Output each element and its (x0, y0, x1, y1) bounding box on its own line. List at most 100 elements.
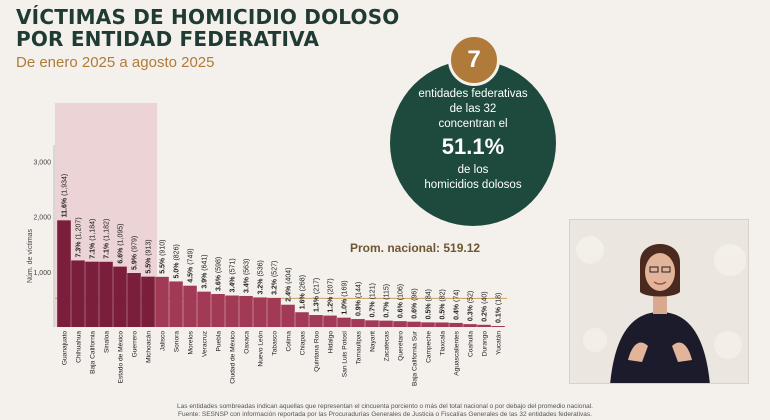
data-label: 0.6% (106) (398, 284, 405, 318)
data-label-count: (18) (496, 293, 503, 305)
bar (211, 294, 225, 327)
data-label-percent: 5.0% (174, 261, 181, 279)
x-tick-label: Morelos (188, 330, 195, 354)
bar (225, 295, 239, 327)
data-label-percent: 6.6% (118, 246, 125, 264)
data-label-count: (121) (370, 283, 377, 299)
bar (281, 304, 295, 327)
bar (421, 322, 435, 327)
data-label-count: (1,184) (90, 219, 97, 241)
bar (393, 321, 407, 327)
data-label: 0.4% (74) (454, 290, 461, 320)
data-label: 4.5% (749) (188, 248, 195, 282)
data-label-percent: 0.6% (412, 301, 419, 319)
x-tick-label: Tlaxcala (440, 331, 447, 356)
bar (155, 276, 169, 327)
data-label-percent: 0.5% (440, 302, 447, 320)
circle-text-5: homicidios dolosos (424, 179, 522, 191)
bar (435, 322, 449, 327)
bar (71, 260, 85, 327)
data-label: 3.4% (571) (230, 258, 237, 292)
data-label-percent: 11.6% (62, 196, 69, 217)
x-tick-label: Oaxaca (244, 331, 251, 354)
data-label-count: (169) (342, 280, 349, 296)
x-tick-label: Aguascalientes (454, 330, 461, 375)
bar (491, 326, 505, 327)
data-label: 1.0% (169) (342, 280, 349, 314)
data-label-percent: 1.0% (342, 297, 349, 315)
data-label-count: (52) (468, 291, 475, 303)
x-tick-label: Estado de México (118, 331, 125, 384)
x-tick-label: Jalisco (160, 331, 167, 351)
bar (267, 297, 281, 327)
data-label-count: (1,182) (104, 219, 111, 241)
title-line-2: POR ENTIDAD FEDERATIVA (16, 27, 320, 51)
data-label: 0.5% (84) (426, 289, 433, 319)
data-label-count: (84) (426, 289, 433, 301)
data-label: 7.3% (1,207) (76, 217, 83, 257)
data-label-count: (115) (384, 284, 391, 300)
data-label-count: (910) (160, 240, 167, 256)
data-label-count: (641) (202, 254, 209, 270)
x-tick-label: Puebla (216, 331, 223, 352)
data-label-percent: 0.5% (426, 301, 433, 319)
data-label-count: (979) (132, 236, 139, 252)
bar (309, 315, 323, 327)
data-label-count: (40) (482, 291, 489, 303)
data-label: 3.4% (563) (244, 259, 251, 293)
data-label-count: (1,934) (62, 174, 69, 196)
summary-circle: entidades federativas de las 32 concentr… (390, 60, 556, 226)
data-label-percent: 0.1% (496, 305, 503, 323)
x-tick-label: Guerrero (132, 331, 139, 358)
x-tick-label: Michoacán (146, 331, 153, 363)
data-label-count: (207) (328, 278, 335, 294)
x-tick-label: Hidalgo (328, 331, 335, 354)
data-label-count: (749) (188, 248, 195, 264)
interpreter-figure (570, 220, 748, 383)
data-label-percent: 0.7% (384, 300, 391, 318)
data-label: 3.2% (527) (272, 261, 279, 295)
data-label: 0.2% (40) (482, 291, 489, 321)
data-label-count: (1,095) (118, 224, 125, 246)
data-label: 1.3% (217) (314, 278, 321, 312)
data-label-count: (96) (412, 288, 419, 300)
data-label-count: (217) (314, 278, 321, 294)
x-tick-label: Querétaro (398, 331, 405, 361)
data-label-percent: 0.6% (398, 300, 405, 318)
data-label-percent: 0.2% (482, 304, 489, 322)
y-tick-label: 2,000 (33, 215, 51, 222)
data-label-count: (826) (174, 244, 181, 260)
data-label-count: (563) (244, 259, 251, 275)
bar (379, 320, 393, 327)
data-label: 2.4% (404) (286, 267, 293, 301)
data-label-percent: 1.3% (314, 294, 321, 312)
data-label-count: (106) (398, 284, 405, 300)
bar (183, 285, 197, 327)
data-label-count: (144) (356, 282, 363, 298)
y-axis-label: Núm. de víctimas (27, 228, 34, 283)
bar (337, 317, 351, 327)
data-label-percent: 0.7% (370, 299, 377, 317)
x-tick-label: Nayarit (370, 331, 377, 352)
data-label: 0.6% (96) (412, 288, 419, 318)
bar (85, 261, 99, 327)
x-tick-label: Coahuila (468, 331, 475, 357)
data-label-count: (74) (454, 290, 461, 302)
data-label: 1.6% (268) (300, 275, 307, 309)
data-label-percent: 7.1% (104, 241, 111, 259)
footer-source: Fuente: SESNSP con información reportada… (178, 411, 592, 418)
bar (295, 312, 309, 327)
circle-text-1: entidades federativas (418, 88, 528, 100)
x-tick-label: Tabasco (272, 331, 279, 356)
data-label: 0.1% (18) (496, 293, 503, 323)
data-label-percent: 7.1% (90, 241, 97, 259)
data-label: 0.3% (52) (468, 291, 475, 321)
y-tick-label: 1,000 (33, 270, 51, 277)
bar (449, 322, 463, 327)
data-label-percent: 0.3% (468, 303, 475, 321)
circle-percent: 51.1% (441, 134, 505, 159)
circle-text-3: concentran el (438, 118, 508, 130)
data-label: 5.5% (913) (146, 239, 153, 273)
data-label-percent: 3.4% (230, 275, 237, 293)
